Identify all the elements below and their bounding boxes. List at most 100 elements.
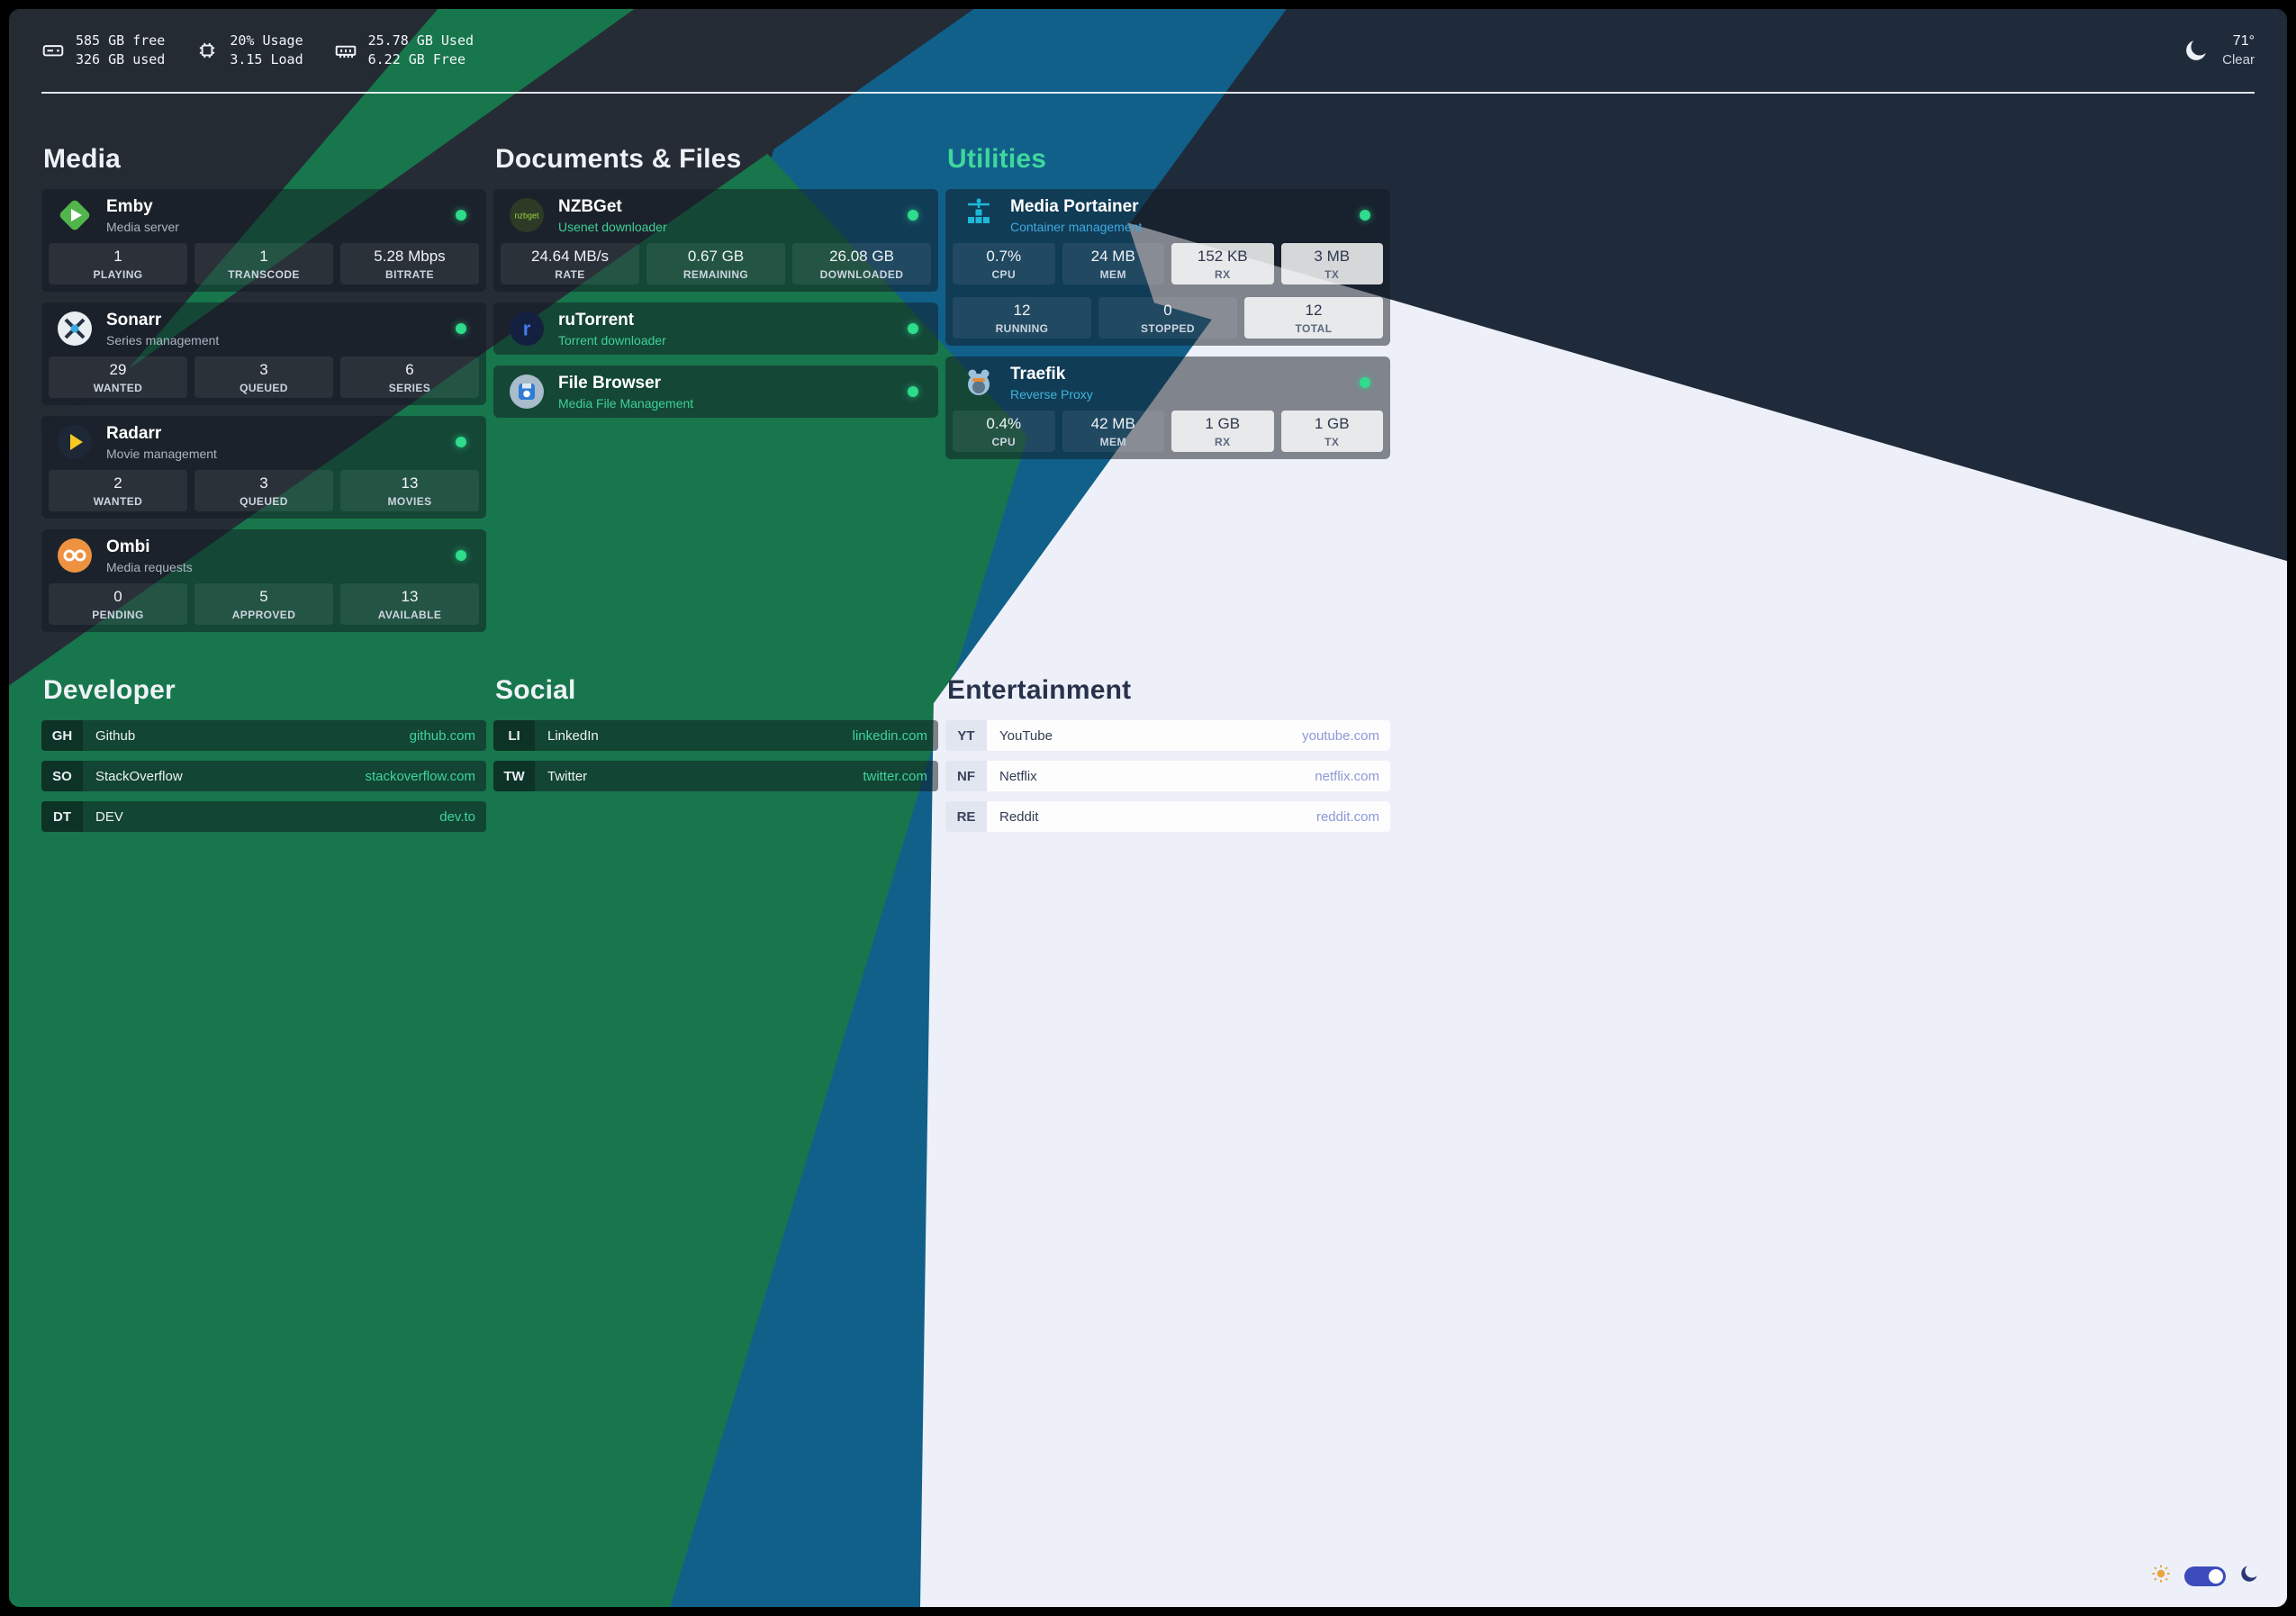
weather-widget: 71° Clear	[2183, 33, 2255, 68]
theme-toggle	[2150, 1563, 2260, 1589]
youtube-badge: YT	[945, 720, 987, 751]
dev-badge: DT	[41, 801, 83, 832]
link-row-netflix[interactable]: NF Netflix netflix.com	[945, 761, 1390, 791]
link-label: YouTube	[999, 727, 1053, 744]
linkedin-badge: LI	[493, 720, 535, 751]
service-card-ombi[interactable]: Ombi Media requests 0 PENDING 5 APPROVED 1…	[41, 529, 486, 632]
sonarr-icon	[56, 310, 94, 348]
service-name: Radarr	[106, 423, 162, 443]
media-section-title: Media	[43, 144, 122, 174]
svg-text:r: r	[523, 318, 531, 340]
disk-icon	[41, 39, 65, 62]
stat-stopped: 0 STOPPED	[1098, 297, 1237, 339]
section-developer: Developer GH Github github.com SO StackO…	[41, 675, 486, 842]
status-indicator-online	[908, 386, 918, 397]
cpu-usage-widget: 20% Usage 3.15 Load	[195, 32, 303, 68]
stat-available: 13 AVAILABLE	[340, 583, 479, 625]
section-entertainment: Entertainment YT YouTube youtube.com NF …	[945, 675, 1390, 842]
stat-rate: 24.64 MB/s RATE	[501, 243, 639, 284]
service-card-nzbget[interactable]: nzbget NZBGet Usenet downloader 24.64 MB…	[493, 189, 938, 292]
dark-mode-toggle[interactable]	[2184, 1566, 2226, 1586]
service-card-portainer[interactable]: Media Portainer Container management 0.7…	[945, 189, 1390, 346]
service-name: Media Portainer	[1010, 196, 1139, 216]
service-subtitle: Torrent downloader	[558, 332, 666, 348]
link-row-linkedin[interactable]: LI LinkedIn linkedin.com	[493, 720, 938, 751]
radarr-icon	[56, 423, 94, 461]
service-subtitle: Series management	[106, 332, 220, 348]
ombi-icon	[56, 537, 94, 574]
sun-icon[interactable]	[2150, 1563, 2172, 1589]
stat-bitrate: 5.28 Mbps BITRATE	[340, 243, 479, 284]
service-card-sonarr[interactable]: Sonarr Series management 29 WANTED 3 QUEUE…	[41, 302, 486, 405]
link-label: Reddit	[999, 808, 1039, 825]
section-social: Social LI LinkedIn linkedin.com TW Twitt…	[493, 675, 938, 842]
link-row-github[interactable]: GH Github github.com	[41, 720, 486, 751]
link-row-dev[interactable]: DT DEV dev.to	[41, 801, 486, 832]
stat-movies: 13 MOVIES	[340, 470, 479, 511]
developer-section-title: Developer	[43, 675, 176, 705]
toggle-knob	[2209, 1568, 2223, 1584]
ram-icon	[334, 39, 357, 62]
service-name: ruTorrent	[558, 310, 635, 330]
service-subtitle: Usenet downloader	[558, 219, 667, 234]
link-label: Netflix	[999, 768, 1037, 784]
portainer-icon	[960, 196, 998, 234]
service-name: Emby	[106, 196, 153, 216]
service-subtitle: Movie management	[106, 446, 217, 461]
status-indicator-online	[908, 210, 918, 221]
link-row-stackoverflow[interactable]: SO StackOverflow stackoverflow.com	[41, 761, 486, 791]
link-row-twitter[interactable]: TW Twitter twitter.com	[493, 761, 938, 791]
service-card-emby[interactable]: Emby Media server 1 PLAYING 1 TRANSCODE 5.…	[41, 189, 486, 292]
stat-mem: 42 MB MEM	[1062, 411, 1164, 452]
disk-used-text: 326 GB used	[76, 50, 166, 68]
link-row-youtube[interactable]: YT YouTube youtube.com	[945, 720, 1390, 751]
service-name: Ombi	[106, 537, 150, 556]
rutorrent-icon: r	[508, 310, 546, 348]
filebrowser-icon	[508, 373, 546, 411]
link-label: StackOverflow	[95, 768, 183, 784]
service-name: Traefik	[1010, 364, 1066, 384]
status-indicator-online	[456, 437, 466, 447]
link-url: youtube.com	[1302, 727, 1379, 744]
service-card-radarr[interactable]: Radarr Movie management 2 WANTED 3 QUEUED …	[41, 416, 486, 519]
weather-temperature: 71°	[2232, 33, 2255, 49]
link-row-reddit[interactable]: RE Reddit reddit.com	[945, 801, 1390, 832]
link-url: dev.to	[439, 808, 475, 825]
stat-downloaded: 26.08 GB DOWNLOADED	[792, 243, 931, 284]
emby-icon	[56, 196, 94, 234]
ram-used-text: 25.78 GB Used	[367, 32, 475, 50]
service-card-rutorrent[interactable]: r ruTorrent Torrent downloader	[493, 302, 938, 355]
twitter-badge: TW	[493, 761, 535, 791]
link-label: DEV	[95, 808, 123, 825]
stat-pending: 0 PENDING	[49, 583, 187, 625]
service-name: NZBGet	[558, 196, 622, 216]
service-name: Sonarr	[106, 310, 162, 330]
documents-section-title: Documents & Files	[495, 144, 742, 174]
status-indicator-online	[1360, 377, 1370, 388]
entertainment-section-title: Entertainment	[947, 675, 1132, 705]
ram-free-text: 6.22 GB Free	[367, 50, 466, 68]
stat-wanted: 29 WANTED	[49, 357, 187, 398]
reddit-badge: RE	[945, 801, 987, 832]
link-label: LinkedIn	[547, 727, 599, 744]
service-card-filebrowser[interactable]: File Browser Media File Management	[493, 366, 938, 418]
link-label: Twitter	[547, 768, 588, 784]
stat-tx: 1 GB TX	[1280, 411, 1383, 452]
service-subtitle: Media server	[106, 219, 179, 234]
link-url: netflix.com	[1315, 768, 1379, 784]
service-name: File Browser	[558, 373, 662, 393]
cpu-icon	[195, 39, 219, 62]
nzbget-icon: nzbget	[508, 196, 546, 234]
traefik-icon	[960, 364, 998, 402]
moon-icon[interactable]	[2238, 1563, 2260, 1589]
service-card-traefik[interactable]: Traefik Reverse Proxy 0.4% CPU 42 MB MEM 1…	[945, 357, 1390, 459]
section-documents: Documents & Files nzbget NZBGet Usenet d…	[493, 144, 938, 643]
link-url: github.com	[409, 727, 475, 744]
section-media: Media Emby Media server	[41, 144, 486, 643]
github-badge: GH	[41, 720, 83, 751]
cpu-load-text: 3.15 Load	[230, 50, 303, 68]
status-indicator-online	[908, 323, 918, 334]
netflix-badge: NF	[945, 761, 987, 791]
ram-usage-widget: 25.78 GB Used 6.22 GB Free	[334, 32, 475, 68]
stackoverflow-badge: SO	[41, 761, 83, 791]
